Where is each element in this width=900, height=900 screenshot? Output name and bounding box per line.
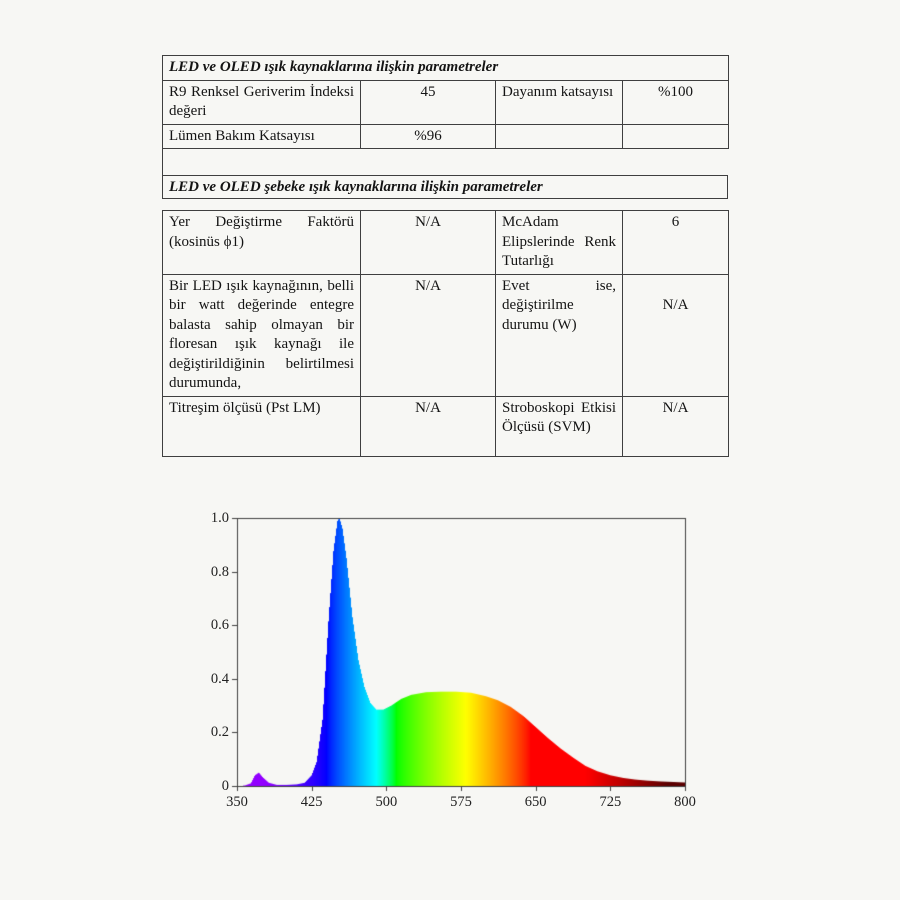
y-tick-label: 0.6 — [210, 617, 229, 634]
cell-empty — [495, 123, 623, 149]
cell-mcadam-value: 6 — [622, 210, 729, 275]
y-tick-label: 0.2 — [210, 724, 229, 741]
cell-stroboscopic-value: N/A — [622, 395, 729, 457]
table-row: Bir LED ışık kaynağının, belli bir watt … — [162, 273, 729, 397]
cell-replacement-watt-value: N/A — [622, 273, 729, 397]
table-row: Titreşim ölçüsü (Pst LM) N/A Stroboskopi… — [162, 395, 729, 457]
y-tick-label: 0.8 — [210, 563, 229, 580]
table-mains-led-parameters: Yer Değiştirme Faktörü (kosinüs ϕ1) N/A … — [162, 210, 729, 457]
cell-displacement-label: Yer Değiştirme Faktörü (kosinüs ϕ1) — [162, 210, 361, 275]
cell-replacement-claim-value: N/A — [360, 273, 496, 397]
cell-survival-label: Dayanım katsayısı — [495, 79, 623, 125]
spectrum-plot-canvas — [227, 510, 697, 800]
table-row: Yer Değiştirme Faktörü (kosinüs ϕ1) N/A … — [162, 210, 729, 275]
x-tick-label: 500 — [375, 794, 398, 810]
cell-r9-label: R9 Renksel Geriverim İndeksi değeri — [162, 79, 361, 125]
cell-r9-value: 45 — [360, 79, 496, 125]
x-tick-label: 350 — [226, 794, 248, 810]
x-tick-label: 800 — [674, 794, 696, 810]
table-row: R9 Renksel Geriverim İndeksi değeri 45 D… — [162, 79, 729, 125]
cell-replacement-watt-label: Evet ise, değiştirilme durumu (W) — [495, 273, 623, 397]
table2-header: LED ve OLED şebeke ışık kaynaklarına ili… — [162, 175, 728, 199]
cell-flicker-value: N/A — [360, 395, 496, 457]
table-row: Lümen Bakım Katsayısı %96 — [162, 123, 729, 149]
y-tick-label: 1.0 — [210, 510, 229, 526]
table1-header: LED ve OLED ışık kaynaklarına ilişkin pa… — [162, 55, 729, 81]
x-tick-label: 650 — [524, 794, 547, 810]
cell-empty — [622, 123, 729, 149]
x-tick-label: 425 — [300, 794, 323, 810]
cell-lumen-label: Lümen Bakım Katsayısı — [162, 123, 361, 149]
y-tick-label: 0.4 — [210, 670, 229, 687]
x-tick-label: 725 — [599, 794, 622, 810]
table-gap-border — [162, 140, 728, 175]
table-led-oled-parameters: LED ve OLED ışık kaynaklarına ilişkin pa… — [162, 55, 729, 149]
cell-lumen-value: %96 — [360, 123, 496, 149]
y-tick-label: 0 — [221, 778, 229, 794]
x-tick-label: 575 — [450, 794, 472, 810]
table-row: LED ve OLED ışık kaynaklarına ilişkin pa… — [162, 55, 729, 81]
cell-survival-value: %100 — [622, 79, 729, 125]
